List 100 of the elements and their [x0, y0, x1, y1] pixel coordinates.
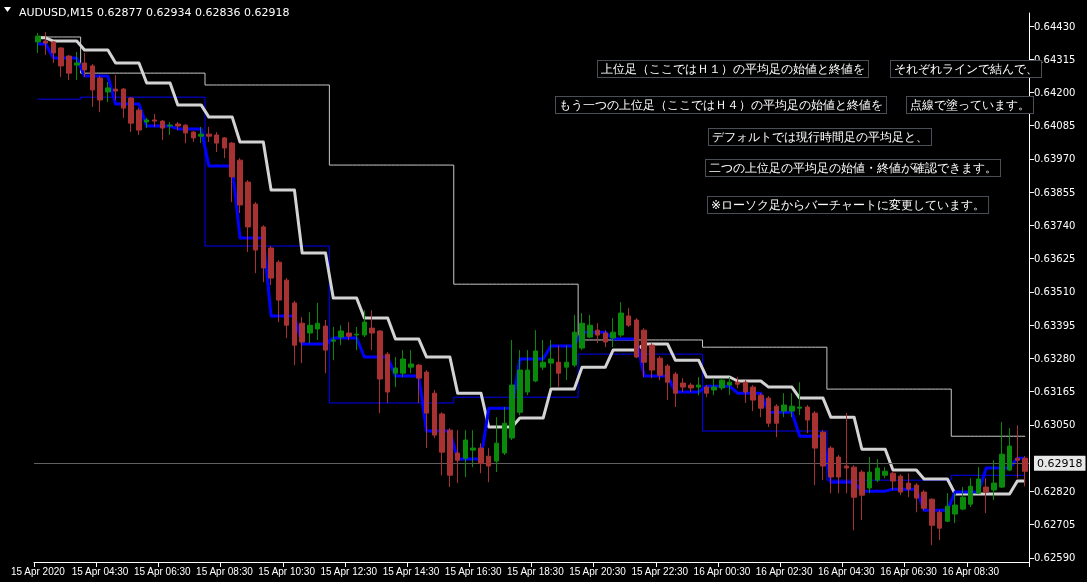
- candlestick: [152, 113, 157, 128]
- candlestick: [338, 324, 344, 346]
- candlestick: [758, 392, 764, 418]
- candlestick: [362, 309, 367, 338]
- candlestick: [307, 311, 313, 344]
- annotation: 二つの上位足の平均足の始値・終値が確認できます。: [709, 161, 997, 175]
- candlestick: [906, 472, 911, 498]
- candlestick: [214, 131, 219, 153]
- candlestick: [641, 327, 647, 378]
- candlestick: [805, 404, 810, 434]
- candlestick: [657, 355, 663, 381]
- candlestick: [323, 319, 328, 374]
- y-tick-label: 0.62705: [1034, 519, 1076, 531]
- candlestick: [781, 392, 787, 418]
- candlestick: [463, 429, 468, 478]
- candlestick: [649, 342, 655, 379]
- x-tick-label: 15 Apr 06:30: [133, 565, 192, 577]
- candlestick: [1015, 424, 1020, 479]
- candlestick: [494, 416, 499, 473]
- candlestick: [502, 406, 507, 456]
- candlestick: [727, 376, 732, 396]
- x-tick-label: 15 Apr 22:30: [631, 565, 689, 577]
- candlestick: [797, 381, 802, 416]
- candlestick: [719, 377, 725, 391]
- candlestick: [610, 317, 616, 348]
- candlestick: [851, 464, 857, 531]
- candlestick: [564, 344, 569, 381]
- candlestick: [750, 384, 756, 412]
- candlestick: [766, 395, 771, 428]
- candlestick: [517, 349, 523, 416]
- candlestick: [509, 339, 515, 441]
- y-tick-label: 0.63855: [1034, 186, 1076, 198]
- candlestick: [696, 376, 701, 396]
- candlestick: [914, 482, 919, 513]
- candlestick: [455, 429, 460, 484]
- candlestick: [929, 497, 935, 546]
- candlestick: [999, 421, 1005, 489]
- candlestick: [331, 326, 336, 361]
- y-tick-label: 0.63280: [1034, 352, 1076, 364]
- candlestick: [572, 314, 577, 368]
- candlestick: [439, 411, 445, 476]
- candlestick: [828, 445, 834, 494]
- candlestick: [354, 326, 359, 351]
- y-tick-label: 0.63395: [1034, 319, 1076, 331]
- candlestick: [704, 384, 709, 398]
- candlestick: [812, 410, 818, 486]
- candlestick: [735, 376, 740, 389]
- candlestick: [890, 470, 896, 491]
- candlestick: [206, 126, 212, 143]
- candlestick: [595, 322, 600, 344]
- x-tick-label: 15 Apr 18:30: [507, 565, 565, 577]
- annotation: デフォルトでは現行時間足の平均足と、: [712, 130, 928, 144]
- y-tick-label: 0.63050: [1034, 419, 1076, 431]
- x-tick-label: 16 Apr 00:30: [693, 565, 751, 577]
- candlestick: [400, 349, 406, 378]
- candlestick: [673, 371, 678, 408]
- candlestick: [680, 377, 686, 393]
- x-tick-label: 15 Apr 10:30: [258, 565, 316, 577]
- candlestick: [43, 31, 48, 56]
- candlestick: [128, 96, 134, 133]
- candlestick: [432, 389, 437, 439]
- candlestick: [991, 459, 997, 501]
- candlestick: [618, 301, 624, 338]
- candlestick: [548, 339, 554, 388]
- candlestick: [245, 179, 251, 253]
- candlestick: [976, 466, 981, 495]
- candlestick: [261, 224, 266, 283]
- candlestick: [136, 107, 142, 136]
- annotation: それぞれラインで結んで、: [894, 62, 1038, 76]
- candlestick: [774, 403, 779, 438]
- candlestick: [587, 314, 593, 339]
- candlestick: [90, 63, 95, 108]
- y-tick-label: 0.64085: [1034, 120, 1076, 132]
- annotation: 点線で塗っています。: [910, 98, 1030, 112]
- candlestick: [447, 427, 453, 488]
- candlestick: [268, 245, 274, 286]
- candlestick: [315, 302, 320, 341]
- candlestick: [743, 379, 748, 404]
- candlestick: [533, 329, 538, 383]
- candlestick: [167, 121, 173, 136]
- x-tick-label: 16 Apr 08:30: [942, 565, 1000, 577]
- candlestick: [844, 412, 849, 494]
- chart-title: AUDUSD,M15 0.62877 0.62934 0.62836 0.62918: [19, 6, 290, 19]
- candlestick: [626, 307, 631, 328]
- candlestick: [175, 121, 181, 131]
- y-tick-label: 0.63740: [1034, 219, 1076, 231]
- candlestick: [66, 54, 72, 81]
- candlestick: [898, 473, 903, 496]
- candlestick: [35, 32, 41, 54]
- candlestick: [51, 40, 56, 64]
- candlestick: [299, 316, 305, 364]
- candlestick: [284, 277, 289, 339]
- x-tick-label: 15 Apr 04:30: [71, 565, 129, 577]
- candlestick: [424, 369, 429, 449]
- candlestick: [525, 349, 530, 396]
- candlestick: [369, 309, 375, 351]
- candlestick: [603, 329, 608, 348]
- candlestick: [937, 509, 942, 541]
- candlestick: [859, 469, 865, 521]
- x-tick-label: 15 Apr 12:30: [320, 565, 378, 577]
